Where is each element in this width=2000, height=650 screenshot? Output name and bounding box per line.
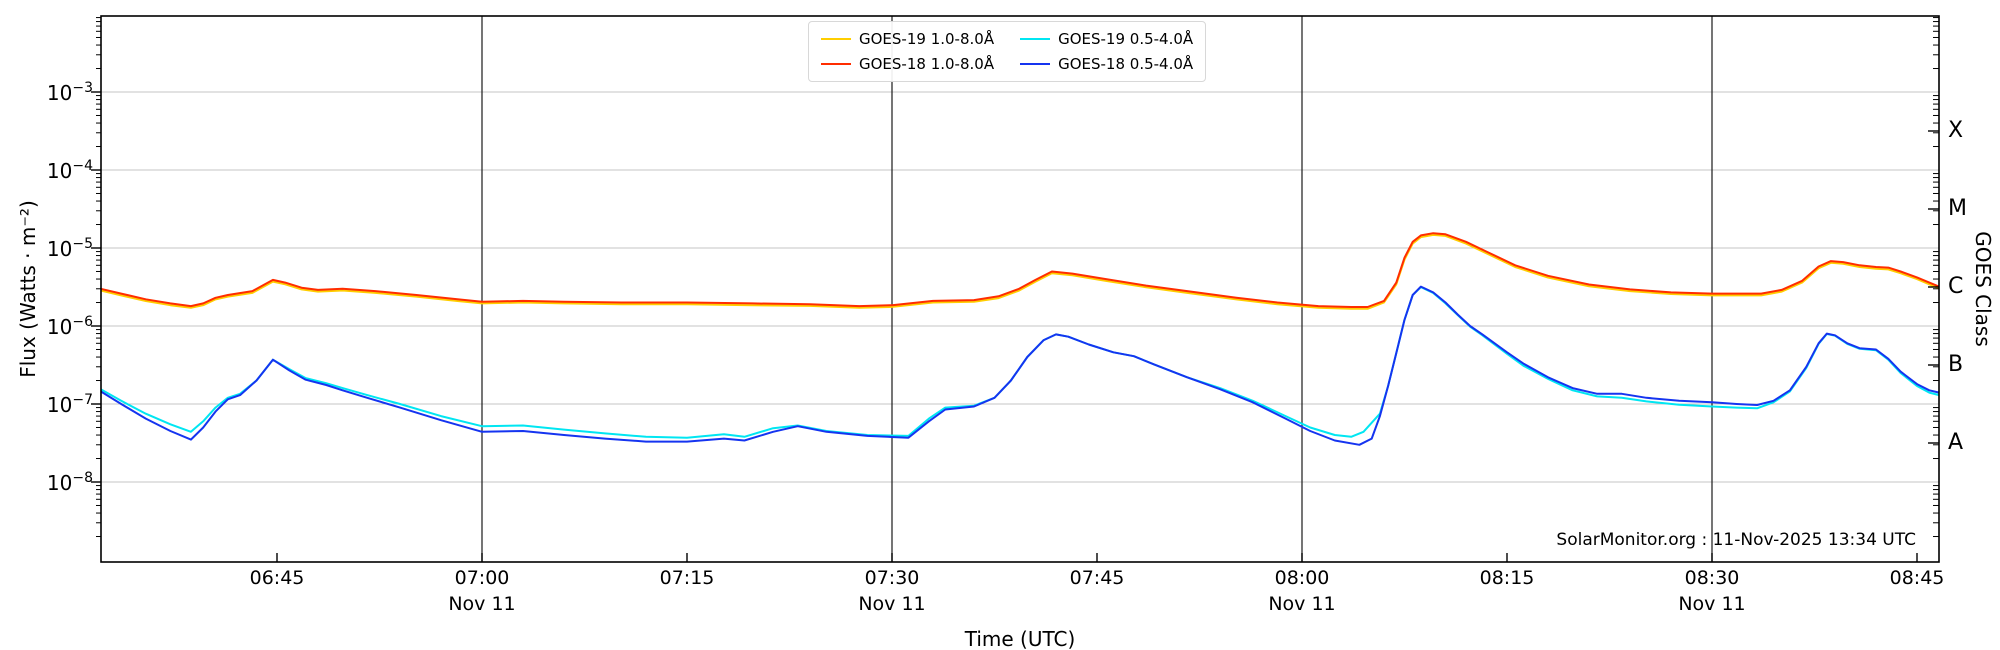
series-line-goes-18-0-5-4-0- bbox=[101, 285, 1939, 446]
y-tick-label: 10−4 bbox=[46, 158, 93, 183]
series-line-goes-19-1-0-8-0- bbox=[101, 233, 1939, 310]
y-tick-label: 10−5 bbox=[46, 236, 93, 261]
legend-item-goes-18-1-0-8-0-: GOES-18 1.0-8.0Å bbox=[821, 55, 994, 73]
legend-line-swatch bbox=[821, 63, 851, 65]
legend-item-goes-19-1-0-8-0-: GOES-19 1.0-8.0Å bbox=[821, 30, 994, 48]
legend-item-goes-19-0-5-4-0-: GOES-19 0.5-4.0Å bbox=[1020, 30, 1193, 48]
x-axis-title: Time (UTC) bbox=[964, 627, 1076, 650]
goes-class-label-c: C bbox=[1948, 274, 1964, 299]
y-tick-label: 10−6 bbox=[46, 314, 93, 339]
series-line-goes-18-1-0-8-0- bbox=[101, 232, 1939, 308]
legend: GOES-19 1.0-8.0Å GOES-18 1.0-8.0Å GOES-19 … bbox=[808, 21, 1207, 82]
legend-label: GOES-18 1.0-8.0Å bbox=[859, 55, 995, 73]
x-tick-label: 07:15 bbox=[659, 567, 715, 589]
y-tick-label: 10−7 bbox=[46, 392, 93, 417]
goes-class-label-b: B bbox=[1948, 352, 1964, 377]
goes-class-label-m: M bbox=[1948, 196, 1967, 221]
x-tick-label: 07:00 bbox=[454, 567, 510, 589]
legend-line-swatch bbox=[821, 38, 851, 40]
x-tick-label: 07:30 bbox=[864, 567, 920, 589]
legend-line-swatch bbox=[1020, 63, 1051, 65]
legend-label: GOES-19 0.5-4.0Å bbox=[1058, 30, 1194, 48]
day-label: Nov 11 bbox=[1678, 593, 1746, 615]
x-tick-label: 07:45 bbox=[1069, 567, 1125, 589]
y-tick-label: 10−8 bbox=[46, 470, 93, 495]
y-axis-title: Flux (Watts · m⁻²) bbox=[16, 200, 40, 378]
watermark-text: SolarMonitor.org : 11-Nov-2025 13:34 UTC bbox=[1556, 530, 1916, 550]
legend-label: GOES-18 0.5-4.0Å bbox=[1058, 55, 1194, 73]
x-tick-label: 08:00 bbox=[1274, 567, 1330, 589]
series-layer bbox=[101, 232, 1939, 446]
x-tick-label: 06:45 bbox=[249, 567, 305, 589]
x-tick-label: 08:15 bbox=[1479, 567, 1535, 589]
series-line-goes-19-0-5-4-0- bbox=[101, 286, 1939, 439]
day-label: Nov 11 bbox=[858, 593, 926, 615]
day-label: Nov 11 bbox=[1268, 593, 1336, 615]
legend-line-swatch bbox=[1020, 38, 1051, 40]
day-label: Nov 11 bbox=[448, 593, 516, 615]
goes-class-label-x: X bbox=[1948, 118, 1964, 143]
goes-class-label-a: A bbox=[1948, 430, 1964, 455]
legend-label: GOES-19 1.0-8.0Å bbox=[859, 30, 995, 48]
legend-item-goes-18-0-5-4-0-: GOES-18 0.5-4.0Å bbox=[1020, 55, 1193, 73]
y-tick-label: 10−3 bbox=[46, 80, 93, 105]
right-axis-title: GOES Class bbox=[1971, 231, 1995, 347]
x-tick-label: 08:30 bbox=[1684, 567, 1740, 589]
x-tick-label: 08:45 bbox=[1889, 567, 1945, 589]
